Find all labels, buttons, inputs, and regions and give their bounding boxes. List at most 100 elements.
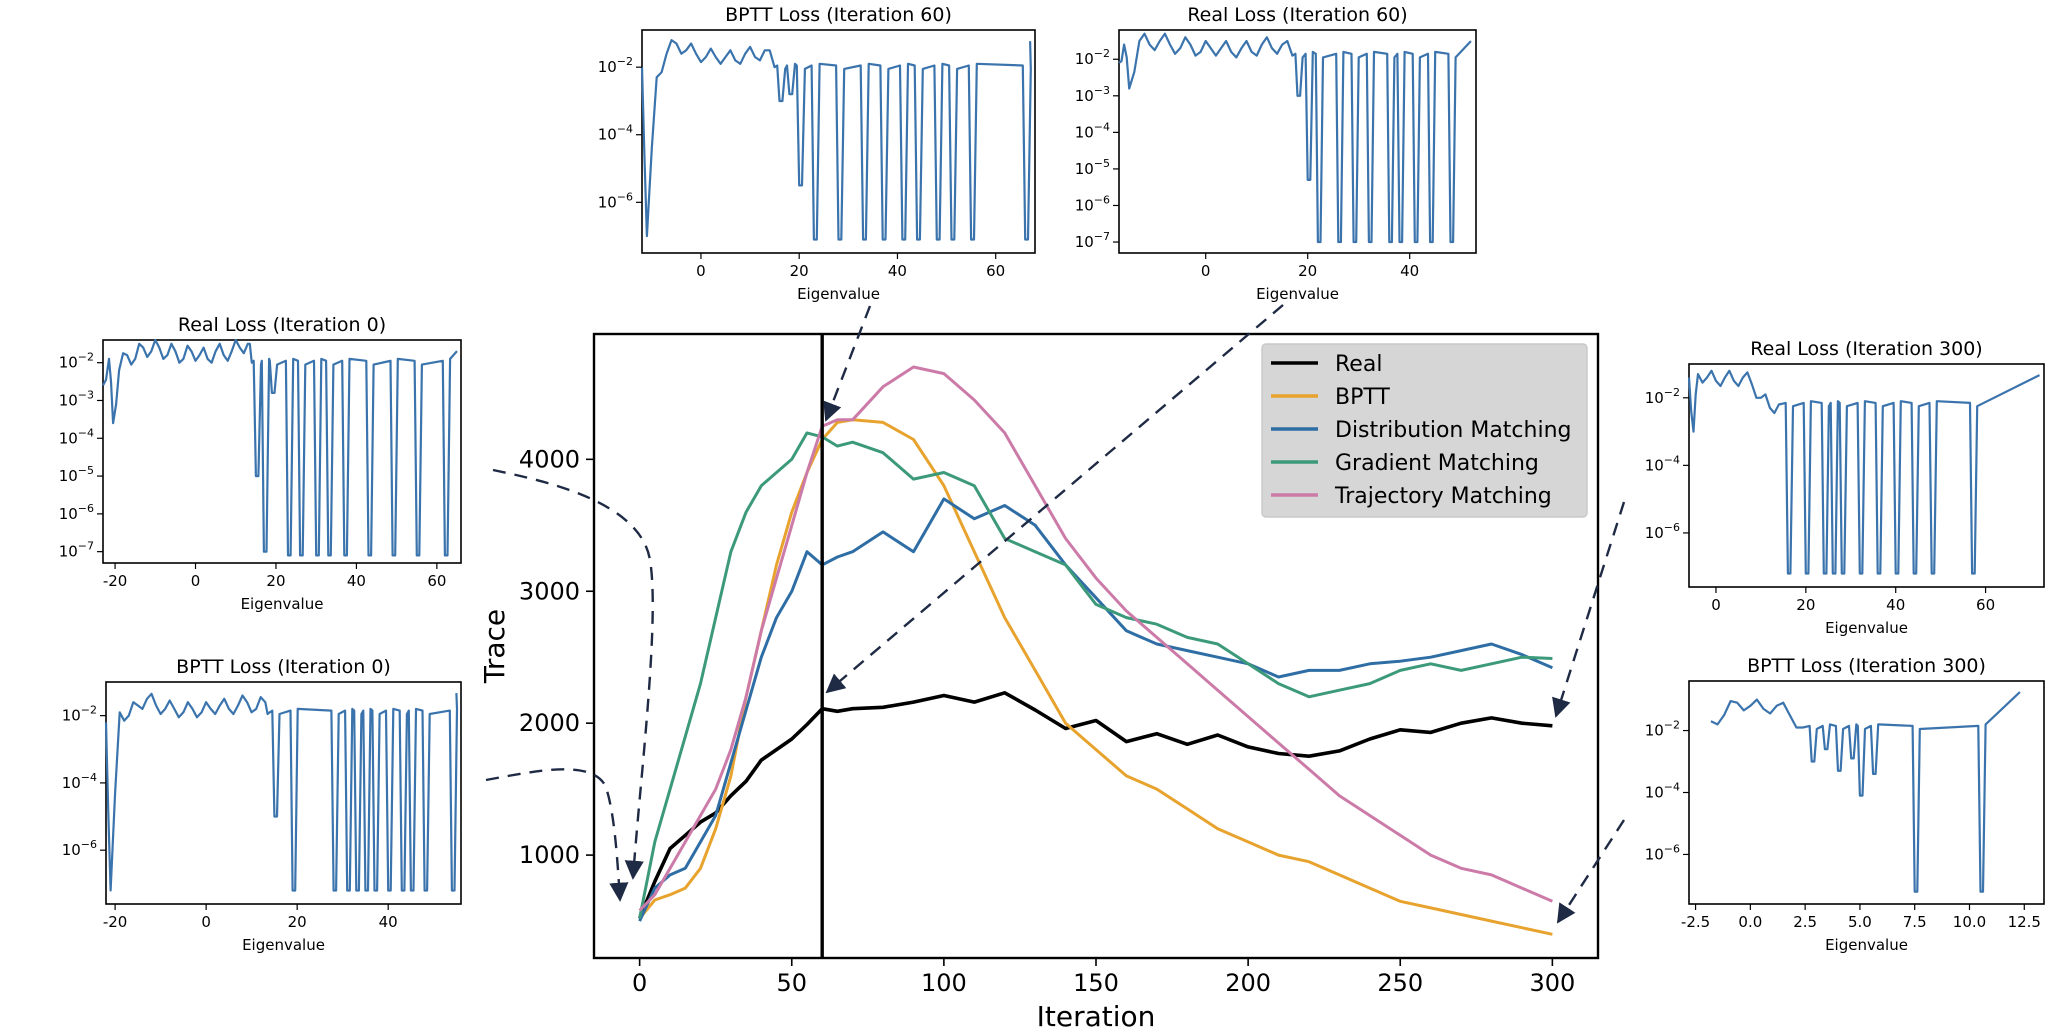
x-tick-label: 100 (921, 969, 967, 997)
inset-x-tick-label: 60 (427, 572, 446, 590)
inset-y-tick-label: 10−2 (598, 55, 633, 76)
inset-x-axis-label: Eigenvalue (1825, 936, 1908, 954)
inset-bptt-60: 0 20 40 60 10−2 10−4 10−6 BPTT Loss (Iteration … (598, 4, 1036, 303)
series-line-trajectory (638, 365, 1553, 912)
loss-spectrum-line (1687, 369, 2040, 575)
loss-spectrum-line (102, 338, 458, 557)
inset-y-tick-label: 10−5 (59, 464, 94, 485)
inset-real-300: 0 20 40 60 10−2 10−4 10−6 Real Loss (Iteration … (1645, 338, 2045, 637)
inset-x-tick-label: 60 (986, 262, 1005, 280)
inset-x-tick-label: 0.0 (1738, 913, 1762, 931)
inset-y-tick-label: 10−2 (1075, 47, 1110, 68)
inset-x-tick-label: 12.5 (2008, 913, 2041, 931)
x-tick-label: 50 (776, 969, 807, 997)
inset-y-tick-label: 10−6 (1645, 842, 1680, 863)
inset-x-tick-label: 20 (266, 572, 285, 590)
y-tick-label: 1000 (519, 841, 580, 869)
inset-title: BPTT Loss (Iteration 0) (176, 656, 391, 678)
inset-x-tick-label: 0 (696, 262, 706, 280)
y-tick-label: 3000 (519, 577, 580, 605)
inset-x-tick-label: 60 (1976, 596, 1995, 614)
x-tick-label: 150 (1073, 969, 1119, 997)
inset-x-tick-label: -2.5 (1681, 913, 1710, 931)
inset-y-tick-label: 10−4 (1645, 453, 1680, 474)
inset-y-tick-label: 10−2 (62, 704, 97, 725)
inset-y-tick-label: 10−2 (59, 351, 94, 372)
inset-x-tick-label: 20 (1298, 262, 1317, 280)
inset-x-axis-label: Eigenvalue (1256, 285, 1339, 303)
inset-real-60: 0 20 40 10−2 10−3 10−4 10−5 10−6 10−7 Real Loss (… (1075, 4, 1477, 303)
inset-x-axis-label: Eigenvalue (1825, 619, 1908, 637)
inset-x-tick-label: 40 (888, 262, 907, 280)
x-tick-label: 300 (1529, 969, 1575, 997)
inset-x-tick-label: 40 (347, 572, 366, 590)
arrow-real-300-to-end (1552, 501, 1626, 718)
inset-x-tick-label: 40 (1886, 596, 1905, 614)
x-tick-label: 200 (1225, 969, 1271, 997)
main-panel: 0 50 100 150 200 250 300 1000 2000 3000 4000 Iterat… (478, 332, 1600, 1033)
inset-x-tick-label: 5.0 (1848, 913, 1872, 931)
inset-y-tick-label: 10−4 (1645, 781, 1680, 802)
inset-y-tick-label: 10−2 (1645, 719, 1680, 740)
inset-y-tick-label: 10−3 (59, 388, 94, 409)
legend-label-trajectory: Trajectory Matching (1334, 484, 1552, 509)
inset-x-tick-label: -20 (103, 913, 128, 931)
inset-bptt-0: -20 0 20 40 10−2 10−4 10−6 BPTT Loss (Iteration… (62, 656, 462, 954)
series-line-bptt (638, 418, 1553, 936)
x-axis-label: Iteration (1037, 1000, 1156, 1033)
inset-x-tick-label: 7.5 (1903, 913, 1927, 931)
inset-x-tick-label: 20 (288, 913, 307, 931)
legend-label-gradient: Gradient Matching (1335, 451, 1539, 476)
inset-x-tick-label: -20 (103, 572, 128, 590)
inset-y-tick-label: 10−2 (1645, 386, 1680, 407)
inset-frame (1688, 363, 2045, 588)
inset-y-tick-label: 10−7 (59, 540, 94, 561)
inset-title: Real Loss (Iteration 0) (178, 314, 386, 336)
inset-y-tick-label: 10−3 (1075, 84, 1110, 105)
inset-y-tick-label: 10−6 (1075, 193, 1110, 214)
inset-y-tick-label: 10−7 (1075, 230, 1110, 251)
inset-title: Real Loss (Iteration 60) (1187, 4, 1407, 26)
inset-y-tick-label: 10−6 (62, 838, 97, 859)
legend-label-bptt: BPTT (1335, 385, 1390, 410)
inset-frame (1688, 680, 2045, 905)
loss-spectrum-line (1710, 691, 2021, 893)
inset-x-axis-label: Eigenvalue (241, 595, 324, 613)
inset-bptt-300: -2.5 0.0 2.5 5.0 7.5 10.0 12.5 10−2 10−4 10−6 BPTT… (1645, 655, 2045, 954)
inset-x-tick-label: 20 (1796, 596, 1815, 614)
x-tick-label: 250 (1377, 969, 1423, 997)
inset-y-tick-label: 10−4 (62, 771, 97, 792)
legend: Real BPTT Distribution Matching Gradient Ma… (1261, 343, 1588, 518)
y-axis-label: Trace (478, 609, 511, 684)
y-tick-label: 4000 (519, 445, 580, 473)
x-tick-label: 0 (632, 969, 647, 997)
y-tick-label: 2000 (519, 709, 580, 737)
inset-x-tick-label: 0 (1711, 596, 1721, 614)
inset-frame (102, 339, 462, 564)
inset-y-tick-label: 10−6 (59, 502, 94, 523)
arrow-bptt-0-to-start (485, 768, 629, 902)
inset-title: BPTT Loss (Iteration 60) (725, 4, 952, 26)
inset-frame (1118, 29, 1477, 254)
inset-x-tick-label: 10.0 (1953, 913, 1986, 931)
legend-label-real: Real (1335, 352, 1382, 377)
arrow-real-60-to-real (825, 304, 1284, 694)
inset-title: BPTT Loss (Iteration 300) (1747, 655, 1986, 677)
inset-x-tick-label: 40 (1400, 262, 1419, 280)
inset-real-0: -20 0 20 40 60 10−2 10−3 10−4 10−5 10−6 10−7 Real L… (59, 314, 462, 613)
loss-spectrum-line (1118, 32, 1472, 244)
inset-x-tick-label: 0 (1201, 262, 1211, 280)
loss-spectrum-line (640, 39, 1032, 241)
inset-x-tick-label: 20 (790, 262, 809, 280)
inset-y-tick-label: 10−6 (598, 190, 633, 211)
legend-label-distribution: Distribution Matching (1335, 418, 1572, 443)
inset-x-tick-label: 0 (191, 572, 201, 590)
connector-arrows (485, 304, 1626, 924)
inset-y-tick-label: 10−4 (59, 426, 94, 447)
inset-x-tick-label: 40 (379, 913, 398, 931)
inset-y-tick-label: 10−5 (1075, 157, 1110, 178)
inset-x-tick-label: 2.5 (1793, 913, 1817, 931)
inset-y-tick-label: 10−4 (598, 123, 633, 144)
inset-x-tick-label: 0 (201, 913, 211, 931)
